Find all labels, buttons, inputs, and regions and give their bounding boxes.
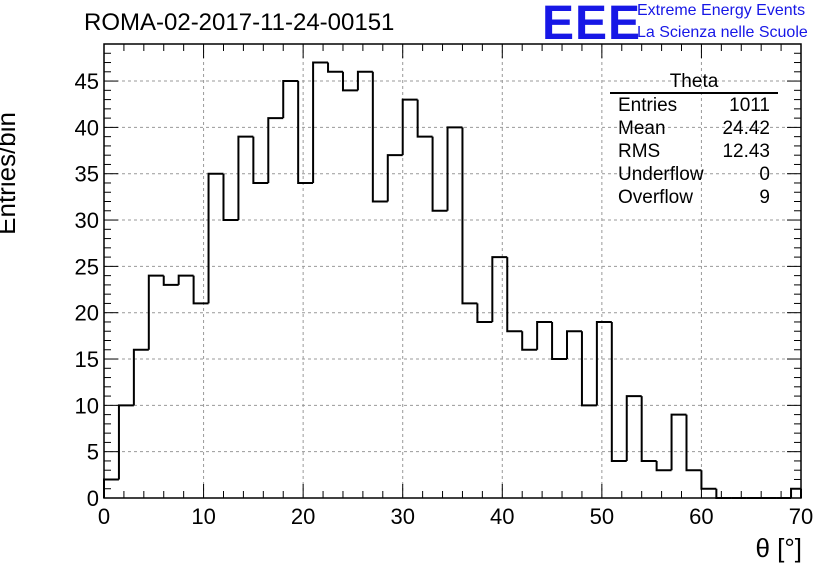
histogram-bin bbox=[506, 257, 523, 333]
histogram-bin bbox=[625, 395, 642, 461]
x-tick-label: 40 bbox=[490, 504, 514, 529]
histogram-bin bbox=[685, 414, 702, 472]
histogram-bin bbox=[401, 98, 418, 156]
x-tick-label: 20 bbox=[291, 504, 315, 529]
y-tick-label: 0 bbox=[87, 486, 99, 511]
stats-value: 24.42 bbox=[722, 118, 770, 139]
histogram-bin bbox=[461, 127, 478, 305]
histogram-bin bbox=[536, 320, 553, 350]
histogram-bin bbox=[297, 81, 314, 184]
stats-value: 0 bbox=[759, 164, 770, 185]
y-tick-label: 5 bbox=[87, 440, 99, 465]
stats-label: Mean bbox=[618, 118, 666, 139]
histogram-bin bbox=[580, 331, 597, 407]
histogram-bin bbox=[356, 70, 373, 91]
stats-value: 12.43 bbox=[722, 141, 770, 162]
histogram-bin bbox=[237, 135, 254, 221]
histogram-bin bbox=[446, 126, 463, 211]
histogram-bin bbox=[327, 62, 343, 73]
histogram-bin bbox=[147, 274, 164, 350]
histogram-bin bbox=[177, 274, 194, 285]
histogram-bin bbox=[222, 173, 239, 222]
histogram-bin bbox=[132, 348, 149, 406]
stats-label: Underflow bbox=[618, 164, 704, 185]
histogram-bin bbox=[416, 99, 433, 138]
histogram-bin bbox=[252, 136, 269, 184]
stats-row-mean: Mean 24.42 bbox=[610, 117, 778, 140]
y-axis-title: Entries/bin bbox=[0, 112, 21, 235]
x-tick-label: 70 bbox=[789, 504, 813, 529]
histogram-bin bbox=[655, 460, 672, 472]
histogram-bin bbox=[282, 80, 299, 119]
x-axis-title: θ [°] bbox=[755, 533, 802, 563]
histogram-bin bbox=[341, 71, 358, 92]
logo-line-2: La Scienza nelle Scuole bbox=[637, 24, 808, 41]
histogram-bin bbox=[640, 396, 657, 462]
x-tick-label: 0 bbox=[98, 504, 110, 529]
x-tick-label: 60 bbox=[689, 504, 713, 529]
y-tick-label: 15 bbox=[75, 347, 99, 372]
y-tick-label: 40 bbox=[75, 115, 99, 140]
stats-row-entries: Entries 1011 bbox=[610, 94, 778, 117]
histogram-bin bbox=[491, 256, 508, 322]
histogram-bin bbox=[267, 117, 284, 183]
stats-box: Theta Entries 1011 Mean 24.42 RMS 12.43 Und… bbox=[610, 72, 778, 209]
stats-row-rms: RMS 12.43 bbox=[610, 140, 778, 163]
y-tick-label: 10 bbox=[75, 393, 99, 418]
y-tick-label: 30 bbox=[75, 208, 99, 233]
y-tick-label: 35 bbox=[75, 162, 99, 187]
histogram-bin bbox=[207, 172, 224, 304]
stats-value: 9 bbox=[759, 187, 770, 208]
histogram-bin bbox=[117, 404, 134, 480]
stats-value: 1011 bbox=[729, 95, 770, 116]
histogram-bin bbox=[595, 320, 612, 406]
histogram-bin bbox=[566, 330, 582, 360]
histogram-bin bbox=[476, 303, 493, 323]
y-tick-label: 45 bbox=[75, 69, 99, 94]
y-tick-label: 20 bbox=[75, 301, 99, 326]
histogram-bin bbox=[386, 154, 403, 202]
stats-name: Theta bbox=[610, 72, 778, 94]
chart-title: ROMA-02-2017-11-24-00151 bbox=[84, 9, 395, 36]
x-tick-label: 10 bbox=[191, 504, 215, 529]
histogram-bin bbox=[670, 413, 687, 471]
stats-row-underflow: Underflow 0 bbox=[610, 163, 778, 186]
logo-line-1: Extreme Energy Events bbox=[637, 2, 806, 19]
histogram-bin bbox=[521, 331, 538, 351]
histogram-bin bbox=[700, 470, 717, 490]
histogram-bin bbox=[610, 321, 627, 462]
histogram-bin bbox=[431, 136, 448, 212]
eee-logo: EEE bbox=[542, 0, 642, 50]
stats-row-overflow: Overflow 9 bbox=[610, 186, 778, 209]
histogram-bin bbox=[790, 487, 801, 498]
histogram-bin bbox=[371, 71, 388, 203]
x-tick-label: 50 bbox=[590, 504, 614, 529]
y-tick-label: 25 bbox=[75, 254, 99, 279]
stats-label: Overflow bbox=[618, 187, 693, 208]
histogram-bin bbox=[551, 321, 568, 361]
histogram-bin bbox=[715, 488, 732, 499]
histogram-bin bbox=[192, 275, 209, 305]
plot-frame bbox=[103, 43, 802, 499]
histogram-bin bbox=[162, 275, 179, 286]
x-tick-label: 30 bbox=[390, 504, 414, 529]
histogram-bin bbox=[312, 61, 329, 183]
stats-label: RMS bbox=[618, 141, 661, 162]
stats-label: Entries bbox=[618, 95, 678, 116]
